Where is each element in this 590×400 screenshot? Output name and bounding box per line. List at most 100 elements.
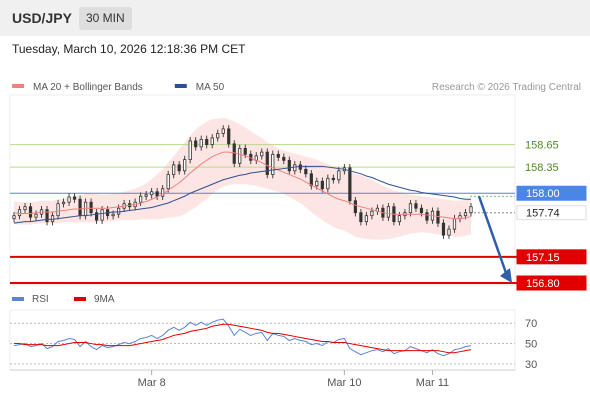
candle xyxy=(72,196,77,200)
candle xyxy=(139,195,143,203)
candle xyxy=(243,147,247,155)
candle xyxy=(172,164,176,175)
candle xyxy=(348,167,352,202)
candle xyxy=(177,164,181,172)
candle xyxy=(265,151,269,175)
level-label-157.15: 157.15 xyxy=(526,252,560,264)
candle xyxy=(28,206,33,218)
candle xyxy=(194,140,198,148)
candle xyxy=(17,209,22,217)
line-swatch-icon xyxy=(174,84,187,88)
candle xyxy=(232,143,236,164)
candle xyxy=(287,159,291,172)
level-label-158.00: 158.00 xyxy=(526,188,560,200)
candle xyxy=(23,206,27,211)
ma50-line xyxy=(13,165,471,224)
rsi-tick-30: 30 xyxy=(525,359,537,371)
level-label-158.35: 158.35 xyxy=(525,162,559,174)
level-tag-158.00 xyxy=(516,185,587,201)
candle xyxy=(293,164,297,172)
level-tag-157.15 xyxy=(516,249,587,265)
legend-label-0: MA 20 + Bollinger Bands xyxy=(33,82,143,93)
candle xyxy=(469,206,473,214)
candle xyxy=(117,207,121,215)
level-tag-157.74 xyxy=(516,205,587,221)
candle xyxy=(50,215,55,223)
line-swatch-icon xyxy=(74,297,86,301)
x-tick-label: Mar 11 xyxy=(416,377,449,389)
level-label-158.65: 158.65 xyxy=(525,140,559,152)
projection-arrow-head xyxy=(500,268,512,284)
candle xyxy=(315,180,319,187)
candle xyxy=(227,128,231,145)
candle xyxy=(408,203,413,214)
projection-arrow-line xyxy=(477,195,508,274)
candle xyxy=(436,210,440,224)
candle xyxy=(397,215,402,223)
candle xyxy=(298,164,302,170)
candle xyxy=(309,173,313,187)
rsi-plot-frame xyxy=(9,309,516,371)
candle xyxy=(238,147,242,164)
candle xyxy=(337,170,341,181)
candle xyxy=(78,198,82,217)
candle xyxy=(199,138,203,148)
candle xyxy=(452,218,457,230)
candle xyxy=(304,168,308,175)
x-tick-label: Mar 8 xyxy=(138,377,166,389)
symbol-title: USD/JPY xyxy=(12,10,72,26)
candle xyxy=(359,212,363,223)
candle xyxy=(276,153,280,158)
candle xyxy=(12,215,16,220)
candle xyxy=(188,140,192,160)
candle xyxy=(67,196,71,203)
candle xyxy=(205,138,209,146)
rsi-ma-line xyxy=(14,323,472,354)
candle xyxy=(260,151,264,157)
candle xyxy=(56,203,60,217)
candle xyxy=(463,212,468,217)
legend-label-1: MA 50 xyxy=(196,82,225,93)
ma20-line xyxy=(13,151,472,220)
candle xyxy=(83,201,88,217)
candle xyxy=(419,207,424,214)
candle xyxy=(271,153,275,175)
rsi-legend-label-1: 9MA xyxy=(94,294,115,305)
candle xyxy=(166,174,170,190)
rsi-legend-label-0: RSI xyxy=(32,294,49,305)
candle xyxy=(34,213,38,218)
rsi-tick-50: 50 xyxy=(525,339,537,351)
candle xyxy=(144,194,148,197)
rsi-line xyxy=(13,318,472,357)
candle xyxy=(210,137,214,146)
candle xyxy=(161,188,165,197)
candle xyxy=(45,209,49,223)
level-label-156.80: 156.80 xyxy=(526,278,560,290)
rsi-tick-70: 70 xyxy=(525,318,537,330)
candle xyxy=(425,212,429,221)
candle xyxy=(353,200,357,214)
candle xyxy=(100,209,104,221)
candle xyxy=(414,203,418,209)
copyright-label: Research © 2026 Trading Central xyxy=(432,82,581,93)
candle xyxy=(370,210,374,217)
candle xyxy=(111,213,115,217)
candle xyxy=(320,180,324,190)
header-bar: USD/JPY 30 MIN xyxy=(0,0,590,36)
line-swatch-icon xyxy=(12,84,24,88)
interval-button[interactable]: 30 MIN xyxy=(79,7,132,30)
level-label-157.74: 157.74 xyxy=(526,208,560,220)
candle xyxy=(150,191,154,196)
line-swatch-icon xyxy=(12,297,24,301)
candle xyxy=(447,228,451,236)
candle xyxy=(89,201,93,214)
candle xyxy=(94,212,99,221)
candle xyxy=(155,191,159,197)
candle xyxy=(331,177,335,181)
x-tick-label: Mar 10 xyxy=(327,377,361,389)
candle xyxy=(216,133,220,139)
candle xyxy=(441,222,446,236)
bollinger-band xyxy=(14,117,471,240)
